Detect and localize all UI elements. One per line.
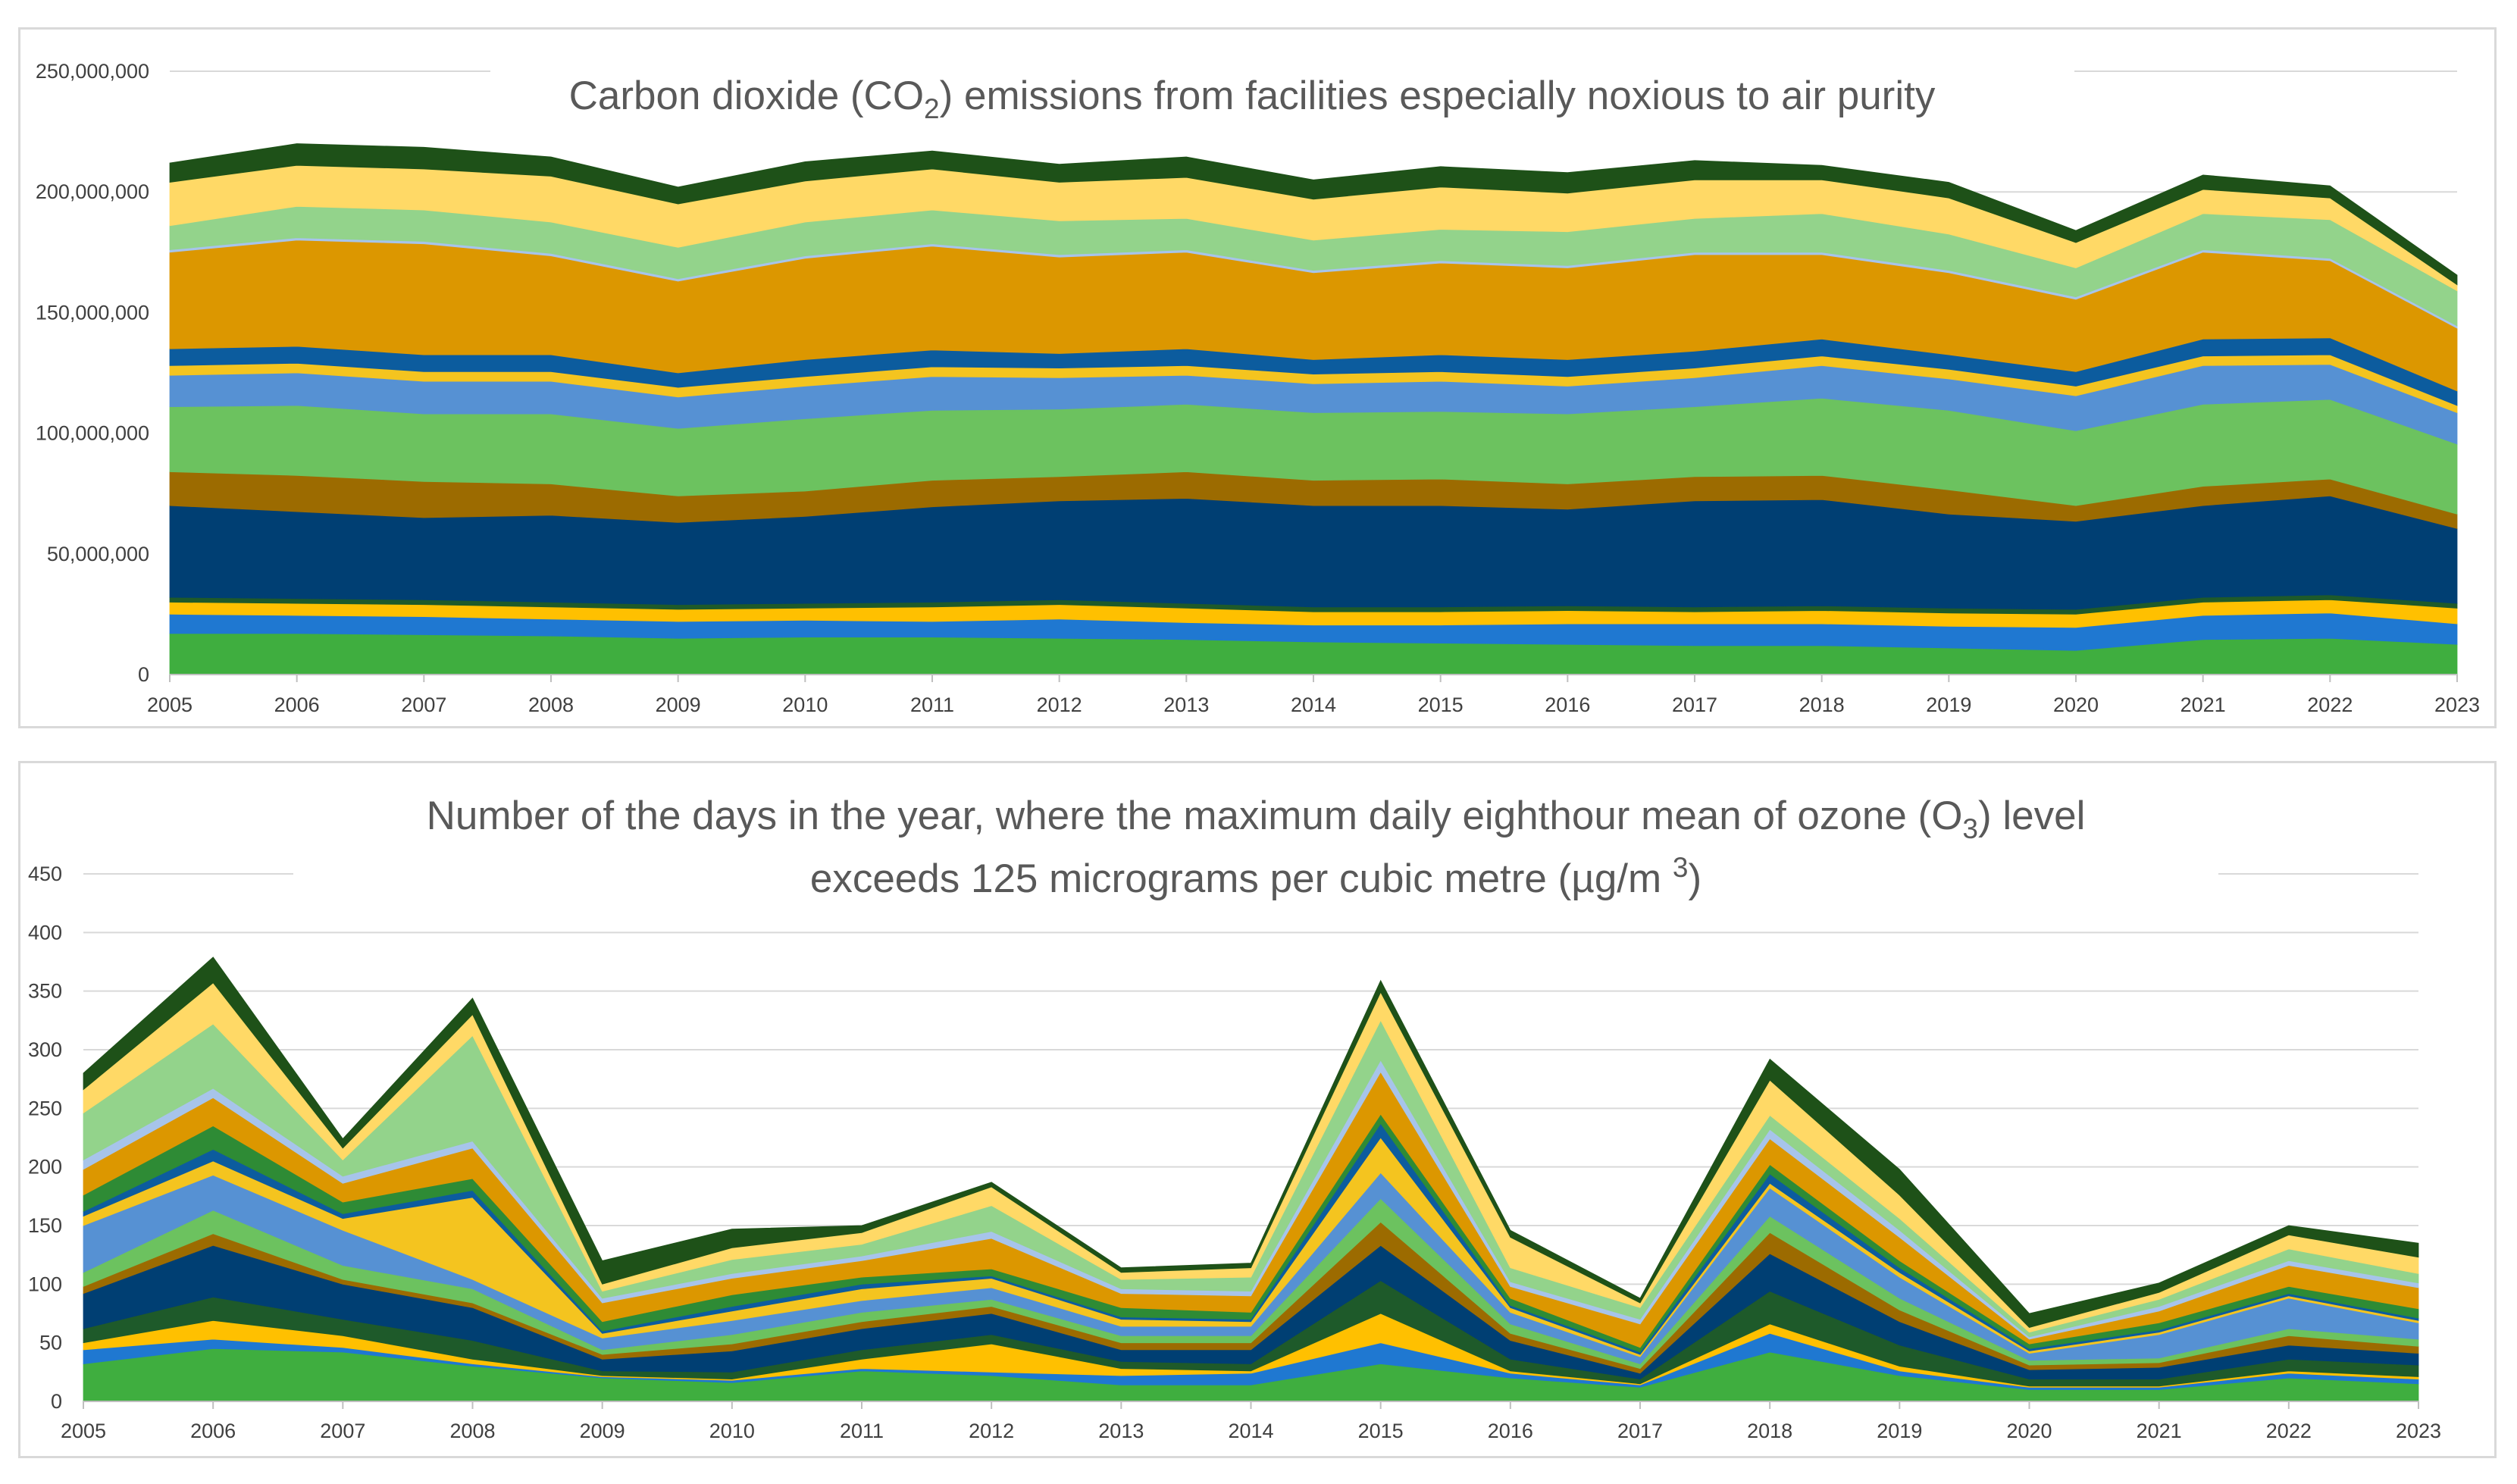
x-tick-label: 2007 xyxy=(320,1420,365,1442)
x-tick-label: 2011 xyxy=(840,1420,884,1442)
y-tick-label: 100 xyxy=(28,1273,62,1295)
co2-chart-panel: 0 50,000,000 100,000,000 150,000,000 200,000… xyxy=(18,27,2497,728)
y-tick-label: 100,000,000 xyxy=(36,422,149,445)
y-tick-label: 150 xyxy=(28,1214,62,1237)
x-tick-label: 2018 xyxy=(1747,1420,1792,1442)
x-tick-label: 2015 xyxy=(1358,1420,1404,1442)
x-tick-label: 2016 xyxy=(1488,1420,1533,1442)
ozone-days-chart: 0 50 100 150 200 250 300 350 400 450 2005 2006 2007… xyxy=(28,783,2441,1442)
x-tick-label: 2019 xyxy=(1926,693,1971,716)
y-tick-label: 0 xyxy=(138,663,149,686)
x-tick-label: 2008 xyxy=(528,693,574,716)
x-tick-label: 2010 xyxy=(782,693,828,716)
x-tick-label: 2014 xyxy=(1291,693,1336,716)
x-tick-label: 2014 xyxy=(1228,1420,1273,1442)
x-tick-label: 2009 xyxy=(656,693,701,716)
x-tick-label: 2006 xyxy=(274,693,320,716)
y-tick-label: 400 xyxy=(28,921,62,944)
y-tick-label: 450 xyxy=(28,863,62,885)
x-tick-label: 2018 xyxy=(1799,693,1845,716)
y-tick-label: 250 xyxy=(28,1097,62,1119)
x-tick-label: 2009 xyxy=(580,1420,625,1442)
x-tick-label: 2010 xyxy=(709,1420,755,1442)
x-tick-label: 2021 xyxy=(2137,1420,2182,1442)
x-tick-label: 2006 xyxy=(190,1420,236,1442)
x-tick-label: 2005 xyxy=(147,693,193,716)
x-tick-label: 2005 xyxy=(61,1420,106,1442)
x-tick-label: 2020 xyxy=(2053,693,2099,716)
y-tick-label: 200,000,000 xyxy=(36,180,149,203)
area-series-16 xyxy=(83,956,2419,1329)
axes xyxy=(169,674,2458,682)
y-tick-label: 50,000,000 xyxy=(47,543,149,565)
x-tick-label: 2017 xyxy=(1672,693,1717,716)
x-tick-label: 2022 xyxy=(2307,693,2353,716)
y-tick-label: 50 xyxy=(39,1332,62,1354)
x-axis-tick-labels: 2005 2006 2007 2008 2009 2010 2011 2012 2013 2014… xyxy=(147,693,2480,716)
x-axis-tick-labels: 2005 2006 2007 2008 2009 2010 2011 2012 2013 2014… xyxy=(61,1420,2441,1442)
y-tick-label: 200 xyxy=(28,1156,62,1179)
title-backdrop xyxy=(293,783,2218,918)
chart-title-line-1: Number of the days in the year, where th… xyxy=(427,794,2086,844)
stacked-areas xyxy=(83,956,2419,1402)
y-axis-tick-labels: 0 50,000,000 100,000,000 150,000,000 200,000… xyxy=(36,60,149,686)
x-tick-label: 2012 xyxy=(1037,693,1082,716)
x-tick-label: 2012 xyxy=(969,1420,1014,1442)
x-tick-label: 2015 xyxy=(1418,693,1464,716)
x-tick-label: 2013 xyxy=(1163,693,1209,716)
x-tick-label: 2013 xyxy=(1098,1420,1144,1442)
x-tick-label: 2021 xyxy=(2180,693,2226,716)
axes xyxy=(83,1401,2419,1409)
ozone-chart-panel: 0 50 100 150 200 250 300 350 400 450 2005 2006 2007… xyxy=(18,761,2497,1458)
x-tick-label: 2019 xyxy=(1877,1420,1922,1442)
x-tick-label: 2023 xyxy=(2434,693,2480,716)
stacked-areas xyxy=(169,143,2458,675)
y-tick-label: 250,000,000 xyxy=(36,60,149,83)
x-tick-label: 2016 xyxy=(1545,693,1590,716)
x-tick-label: 2008 xyxy=(449,1420,495,1442)
x-tick-label: 2007 xyxy=(401,693,446,716)
y-tick-label: 0 xyxy=(51,1390,62,1413)
chart-title: Carbon dioxide (CO2) emissions from faci… xyxy=(569,74,1936,124)
y-tick-label: 350 xyxy=(28,980,62,1003)
x-tick-label: 2023 xyxy=(2396,1420,2441,1442)
area-series-15 xyxy=(169,143,2458,286)
x-tick-label: 2020 xyxy=(2006,1420,2052,1442)
co2-emissions-chart: 0 50,000,000 100,000,000 150,000,000 200,000… xyxy=(36,58,2480,716)
chart-title-line-2: exceeds 125 micrograms per cubic metre (… xyxy=(810,852,1701,901)
x-tick-label: 2011 xyxy=(910,693,954,716)
x-tick-label: 2017 xyxy=(1617,1420,1663,1442)
x-tick-label: 2022 xyxy=(2266,1420,2312,1442)
y-tick-label: 300 xyxy=(28,1038,62,1061)
y-axis-tick-labels: 0 50 100 150 200 250 300 350 400 450 xyxy=(28,863,62,1413)
title-backdrop xyxy=(490,58,2074,131)
y-tick-label: 150,000,000 xyxy=(36,301,149,324)
